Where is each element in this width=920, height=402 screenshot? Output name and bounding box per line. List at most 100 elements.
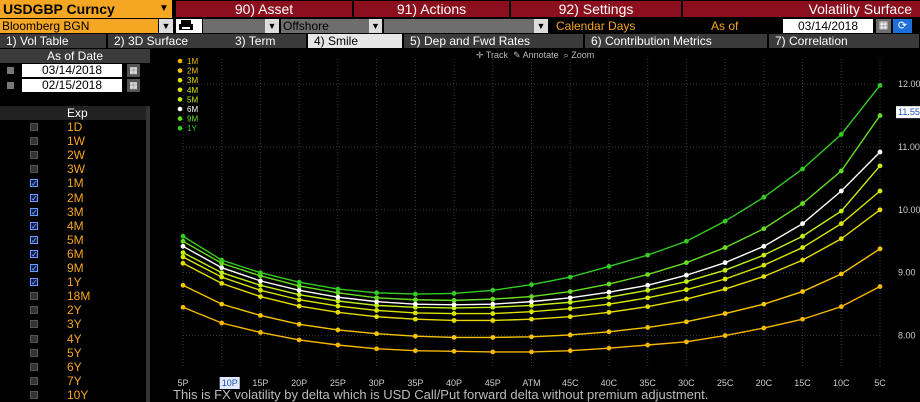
expiry-checkbox[interactable] <box>30 306 38 315</box>
expiry-scrollbar[interactable] <box>146 106 150 402</box>
expiry-checkbox[interactable] <box>30 123 38 131</box>
expiry-row-18m[interactable]: 18M <box>0 289 150 303</box>
settings-menu-button[interactable]: 92) Settings <box>511 1 681 17</box>
expiry-checkbox[interactable] <box>30 137 38 146</box>
expiry-row-3w[interactable]: 3W <box>0 162 150 176</box>
printer-icon-graphic <box>179 20 193 30</box>
series-point-9m <box>683 260 689 266</box>
expiry-checkbox[interactable] <box>30 320 38 329</box>
series-point-4m <box>529 309 534 315</box>
expiry-row-5y[interactable]: 5Y <box>0 346 150 360</box>
expiry-row-2m[interactable]: ✓ 2M <box>0 191 150 205</box>
expiry-checkbox[interactable]: ✓ <box>30 249 38 259</box>
printer-icon[interactable] <box>176 19 202 33</box>
expiry-row-1w[interactable]: 1W <box>0 134 150 148</box>
series-point-1m <box>529 349 534 355</box>
series-point-6m <box>567 295 573 301</box>
tab-contribution-metrics[interactable]: 6) Contribution Metrics <box>585 34 768 48</box>
asset-menu-button[interactable]: 90) Asset <box>176 1 352 17</box>
expiry-row-3m[interactable]: ✓ 3M <box>0 205 150 219</box>
series-point-2m <box>296 321 302 327</box>
series-point-9m <box>567 289 573 294</box>
expiry-row-6m[interactable]: ✓ 6M <box>0 247 150 261</box>
as-of-date-field[interactable]: 03/14/2018 <box>783 19 873 33</box>
date-field-2[interactable]: 02/15/2018 <box>22 79 122 92</box>
series-point-2m <box>374 331 380 337</box>
location-dropdown-icon[interactable]: ▼ <box>369 19 382 33</box>
expiry-row-9m[interactable]: ✓ 9M <box>0 261 150 275</box>
tab-correlation[interactable]: 7) Correlation <box>769 34 920 48</box>
smile-chart[interactable]: 8.00 9.00 10.00 11.00 12.00 5P 10P 15P 20P 25P 30P… <box>170 49 920 402</box>
date-field-1[interactable]: 03/14/2018 <box>22 64 122 77</box>
location-field[interactable]: Offshore <box>281 19 369 33</box>
blank-dropdown-icon[interactable]: ▼ <box>265 19 279 33</box>
expiry-row-4y[interactable]: 4Y <box>0 332 150 346</box>
expiry-checkbox[interactable] <box>30 334 38 343</box>
expiry-checkbox[interactable] <box>30 376 38 385</box>
ticker-field[interactable]: USDGBP Curncy <box>0 0 156 18</box>
refresh-icon[interactable]: ⟳ <box>893 19 912 33</box>
as-of-date-header: As of Date <box>0 49 150 63</box>
actions-menu-button[interactable]: 91) Actions <box>354 1 509 17</box>
extra-field[interactable] <box>384 19 534 33</box>
series-point-6m <box>877 149 883 155</box>
date-checkbox-1[interactable] <box>7 67 14 74</box>
blank-field[interactable] <box>203 19 278 33</box>
expiry-row-10y[interactable]: 10Y <box>0 388 150 402</box>
expiry-row-7y[interactable]: 7Y <box>0 374 150 388</box>
expiry-row-2y[interactable]: 2Y <box>0 303 150 317</box>
expiry-row-3y[interactable]: 3Y <box>0 317 150 331</box>
expiry-checkbox[interactable] <box>30 165 38 174</box>
expiry-row-2w[interactable]: 2W <box>0 148 150 162</box>
expiry-row-1d[interactable]: 1D <box>0 120 150 134</box>
y-tick-label: 8.00 <box>898 331 916 341</box>
source-dropdown-icon[interactable]: ▼ <box>159 19 173 33</box>
expiry-row-1y[interactable]: ✓ 1Y <box>0 275 150 289</box>
annotate-button[interactable]: ✎ Annotate <box>513 50 559 60</box>
series-point-3m <box>529 316 534 322</box>
calendar-icon-2[interactable]: ▦ <box>127 79 140 92</box>
zoom-button[interactable]: ⌕ Zoom <box>563 50 595 60</box>
expiry-checkbox[interactable]: ✓ <box>30 264 38 273</box>
expiry-checkbox[interactable] <box>30 362 38 371</box>
tab-3d-surface[interactable]: 2) 3D Surface <box>108 34 232 48</box>
expiry-checkbox[interactable]: ✓ <box>30 179 38 189</box>
series-point-1y <box>800 166 805 172</box>
expiry-row-5m[interactable]: ✓ 5M <box>0 233 150 247</box>
x-tick-label: 5P <box>177 378 188 388</box>
expiry-row-6y[interactable]: 6Y <box>0 360 150 374</box>
expiry-label: 10Y <box>67 387 89 402</box>
expiry-checkbox[interactable] <box>30 151 38 160</box>
expiry-label: 7Y <box>67 373 82 388</box>
series-point-3m <box>722 286 728 292</box>
ticker-dropdown-icon[interactable]: ▼ <box>156 0 172 18</box>
track-button[interactable]: ✛ Track <box>476 50 509 60</box>
x-tick-label: 15C <box>794 378 811 388</box>
tab-term[interactable]: 3) Term <box>229 34 307 48</box>
tab-smile[interactable]: 4) Smile <box>308 34 403 48</box>
expiry-checkbox[interactable]: ✓ <box>30 207 38 217</box>
series-point-5m <box>800 233 805 239</box>
source-field[interactable]: Bloomberg BGN <box>0 19 158 33</box>
extra-dropdown-icon[interactable]: ▼ <box>534 19 548 33</box>
expiry-checkbox[interactable]: ✓ <box>30 221 38 231</box>
expiry-row-4m[interactable]: ✓ 4M <box>0 219 150 233</box>
series-point-3m <box>877 207 883 213</box>
expiry-checkbox[interactable]: ✓ <box>30 235 38 245</box>
date-checkbox-2[interactable] <box>7 82 14 89</box>
series-point-1m <box>722 333 728 338</box>
tab-vol-table[interactable]: 1) Vol Table <box>0 34 107 48</box>
expiry-checkbox[interactable] <box>30 390 38 399</box>
x-tick-label: 20C <box>756 378 773 388</box>
tab-dep-fwd-rates[interactable]: 5) Dep and Fwd Rates <box>404 34 584 48</box>
expiry-checkbox[interactable]: ✓ <box>30 193 38 203</box>
x-tick-label: ATM <box>522 378 540 388</box>
calendar-icon[interactable]: ▦ <box>876 19 891 33</box>
expiry-checkbox[interactable] <box>30 292 38 301</box>
calendar-icon-1[interactable]: ▦ <box>127 64 140 77</box>
expiry-checkbox[interactable] <box>30 348 38 357</box>
series-point-2m <box>412 333 418 339</box>
expiry-checkbox[interactable]: ✓ <box>30 278 38 288</box>
expiry-row-1m[interactable]: ✓ 1M <box>0 176 150 190</box>
series-point-1m <box>451 348 457 354</box>
